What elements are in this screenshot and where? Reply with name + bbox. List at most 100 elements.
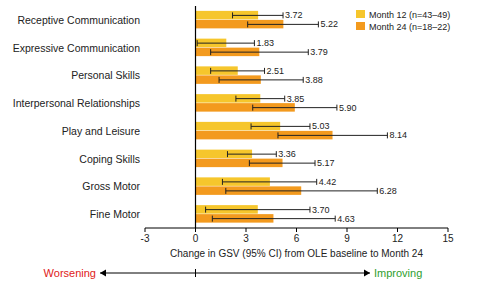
error-line: [222, 181, 316, 182]
error-cap: [247, 21, 248, 27]
category-label: Receptive Communication: [17, 14, 140, 26]
data-label: 1.83: [256, 38, 274, 48]
error-cap: [197, 40, 198, 46]
legend-swatch: [356, 22, 365, 30]
x-tick: [397, 228, 398, 232]
error-bar: [212, 216, 335, 222]
error-line: [219, 79, 303, 80]
error-cap: [315, 160, 316, 166]
error-cap: [318, 21, 319, 27]
legend-label: Month 12 (n=43–49): [369, 10, 450, 20]
x-tick: [296, 228, 297, 232]
error-line: [206, 209, 310, 210]
error-bar: [248, 21, 319, 27]
error-bar: [211, 68, 265, 74]
error-cap: [254, 40, 255, 46]
plot-area: [196, 11, 388, 223]
error-bar: [236, 96, 285, 102]
error-cap: [235, 96, 236, 102]
chart: 3.721.832.513.855.033.364.423.705.223.79…: [0, 0, 480, 289]
arrow-head: [364, 270, 370, 277]
data-label: 3.36: [278, 149, 296, 159]
category-label: Play and Leisure: [62, 125, 140, 137]
arrow-tick: [195, 269, 196, 277]
x-tick: [347, 228, 348, 232]
annotation: Improving: [374, 267, 422, 279]
error-cap: [219, 77, 220, 83]
data-label: 2.51: [267, 66, 285, 76]
category-label: Gross Motor: [82, 180, 140, 192]
error-line: [233, 15, 283, 16]
legend: Month 12 (n=43–49)Month 24 (n=18–22): [356, 10, 450, 32]
x-axis-label: Change in GSV (95% CI) from OLE baseline…: [170, 248, 423, 259]
error-cap: [377, 188, 378, 194]
error-bar: [251, 123, 310, 129]
x-tick-label: 6: [294, 233, 300, 244]
error-cap: [283, 12, 284, 18]
category-label: Personal Skills: [71, 69, 140, 81]
zero-line: [195, 6, 196, 228]
x-tick-label: 3: [243, 233, 249, 244]
x-tick-label: 12: [392, 233, 404, 244]
error-line: [249, 163, 315, 164]
error-cap: [212, 216, 213, 222]
error-cap: [227, 151, 228, 157]
data-label: 3.88: [305, 75, 323, 85]
data-label: 4.63: [337, 214, 355, 224]
error-bar: [249, 160, 315, 166]
error-line: [227, 154, 276, 155]
x-tick-label: 9: [344, 233, 350, 244]
category-label: Interpersonal Relationships: [13, 97, 140, 109]
data-label: 4.42: [319, 177, 337, 187]
error-bar: [227, 151, 276, 157]
error-line: [278, 135, 387, 136]
error-bar: [278, 132, 387, 138]
legend-swatch: [356, 10, 365, 18]
error-line: [253, 107, 337, 108]
error-line: [197, 43, 254, 44]
data-label: 3.85: [287, 94, 305, 104]
arrow-line: [100, 273, 370, 274]
error-cap: [336, 105, 337, 111]
error-cap: [249, 160, 250, 166]
error-cap: [225, 188, 226, 194]
error-cap: [210, 68, 211, 74]
x-tick-label: 0: [193, 233, 199, 244]
error-cap: [309, 207, 310, 213]
error-cap: [276, 151, 277, 157]
category-label: Coping Skills: [79, 153, 140, 165]
x-tick: [448, 228, 449, 232]
labels: 3.721.832.513.855.033.364.423.705.223.79…: [256, 10, 407, 223]
error-line: [212, 218, 335, 219]
error-line: [251, 126, 310, 127]
data-label: 5.90: [339, 103, 357, 113]
error-cap: [335, 216, 336, 222]
error-line: [211, 52, 309, 53]
error-bar: [253, 105, 337, 111]
error-cap: [232, 12, 233, 18]
error-cap: [303, 77, 304, 83]
direction-arrow: [100, 269, 370, 277]
error-cap: [308, 49, 309, 55]
error-cap: [277, 132, 278, 138]
x-tick: [145, 228, 146, 232]
error-bar: [211, 49, 309, 55]
error-bar: [233, 12, 283, 18]
error-cap: [309, 123, 310, 129]
error-cap: [316, 179, 317, 185]
error-bar: [219, 77, 303, 83]
x-tick: [246, 228, 247, 232]
arrow-head: [100, 270, 106, 277]
x-tick: [195, 228, 196, 232]
error-bar: [197, 40, 254, 46]
error-cap: [251, 123, 252, 129]
data-label: 3.70: [312, 205, 330, 215]
data-label: 5.17: [317, 158, 335, 168]
x-tick-label: 15: [442, 233, 454, 244]
error-cap: [387, 132, 388, 138]
data-label: 5.22: [320, 19, 338, 29]
error-cap: [205, 207, 206, 213]
annotation: Worsening: [44, 267, 96, 279]
error-line: [248, 24, 319, 25]
error-bar: [226, 188, 377, 194]
